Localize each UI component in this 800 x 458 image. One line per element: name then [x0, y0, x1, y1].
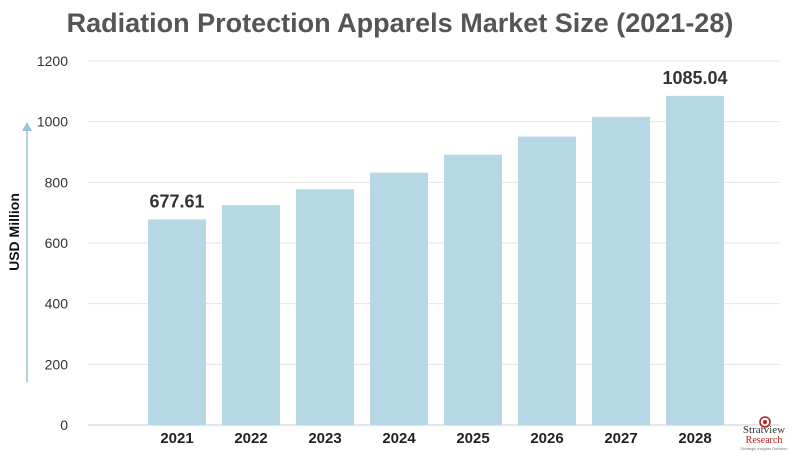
bar: [370, 172, 428, 425]
y-tick-label: 1200: [37, 53, 68, 69]
y-tick-label: 600: [45, 235, 69, 251]
bar: [592, 116, 650, 426]
bar: [222, 205, 280, 425]
logo-target-icon: [759, 416, 771, 428]
y-axis-label: USD Million: [6, 193, 22, 271]
x-tick-label: 2024: [382, 430, 416, 447]
y-tick-label: 0: [60, 417, 68, 433]
x-tick-label: 2021: [160, 430, 193, 447]
stratview-logo: Stratview Research Strategic Insights De…: [729, 416, 799, 456]
x-tick-label: 2023: [308, 430, 341, 447]
chart-title: Radiation Protection Apparels Market Siz…: [66, 8, 734, 38]
bar: [666, 95, 724, 425]
bar: [148, 219, 206, 425]
x-tick-label: 2027: [604, 430, 637, 447]
data-label: 677.61: [149, 191, 204, 211]
bar: [518, 136, 576, 425]
x-tick-label: 2026: [530, 430, 563, 447]
y-tick-label: 800: [45, 174, 69, 190]
x-tick-label: 2022: [234, 430, 267, 447]
y-tick-label: 400: [45, 296, 69, 312]
x-tick-label: 2028: [678, 430, 711, 447]
bar: [444, 154, 502, 426]
data-label: 1085.04: [662, 68, 727, 88]
logo-sub: Research: [745, 435, 783, 446]
x-tick-label: 2025: [456, 430, 489, 447]
y-tick-label: 200: [45, 356, 69, 372]
bar: [296, 189, 354, 425]
y-tick-label: 1000: [37, 114, 68, 130]
logo-brand: Stratview: [742, 424, 786, 436]
y-axis-arrow-icon: [22, 122, 32, 131]
logo-tagline: Strategic Insights Decision: [740, 446, 788, 451]
